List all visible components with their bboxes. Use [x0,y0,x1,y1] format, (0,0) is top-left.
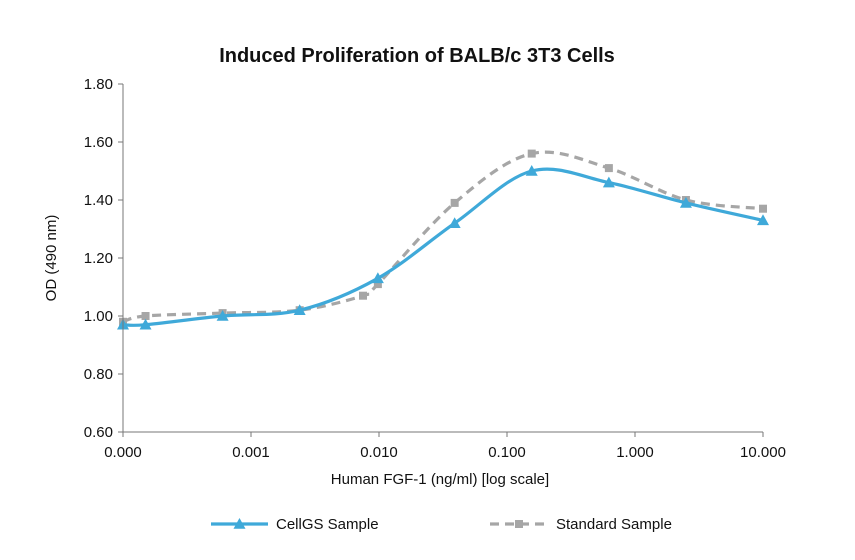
y-tick-label: 0.60 [84,424,113,441]
chart-title: Induced Proliferation of BALB/c 3T3 Cell… [219,45,615,67]
x-tick-label: 0.001 [232,444,270,461]
series-cellgs-sample [117,165,769,330]
legend-label-cellgs-sample: CellGS Sample [276,516,379,533]
series-line-standard-sample [122,150,764,324]
y-tick-label: 1.00 [84,308,113,325]
x-tick-label: 0.100 [488,444,526,461]
series-standard-sample [119,149,767,326]
data-point-cellgs-sample [448,217,461,228]
data-point-standard-sample [527,149,536,158]
data-point-standard-sample [450,198,459,207]
x-tick-label: 0.010 [360,444,398,461]
y-tick-label: 1.20 [84,250,113,267]
data-point-cellgs-sample [602,176,615,188]
data-point-standard-sample [759,204,767,213]
y-tick-label: 0.80 [84,366,113,383]
y-ticks: 0.60 0.80 1.00 1.20 1.40 1.60 1.80 [84,76,123,441]
data-point-cellgs-sample [371,272,384,284]
data-point-cellgs-sample [757,214,769,226]
x-ticks: 0.000 0.001 0.010 0.100 1.000 10.000 [104,432,786,461]
data-point-cellgs-sample [216,310,229,321]
legend-marker-standard-sample [515,520,523,528]
x-tick-label: 10.000 [740,444,786,461]
y-tick-label: 1.80 [84,76,113,93]
data-point-standard-sample [141,312,150,320]
data-point-cellgs-sample [139,318,152,330]
x-tick-label: 1.000 [616,444,654,461]
y-axis-label: OD (490 nm) [43,215,60,302]
legend: CellGS Sample Standard Sample [211,516,672,533]
legend-label-standard-sample: Standard Sample [556,516,672,533]
data-point-cellgs-sample [679,196,692,208]
series-line-cellgs-sample [122,167,764,327]
data-point-standard-sample [373,280,382,289]
y-tick-label: 1.60 [84,134,113,151]
data-point-standard-sample [604,164,613,173]
x-axis-label: Human FGF-1 (ng/ml) [log scale] [331,471,549,488]
data-point-cellgs-sample [293,304,306,315]
data-point-cellgs-sample [525,165,538,176]
x-tick-label: 0.000 [104,444,142,461]
series-layer [117,149,769,330]
data-point-standard-sample [359,291,368,300]
legend-marker-cellgs-sample [233,518,246,529]
y-tick-label: 1.40 [84,192,113,209]
